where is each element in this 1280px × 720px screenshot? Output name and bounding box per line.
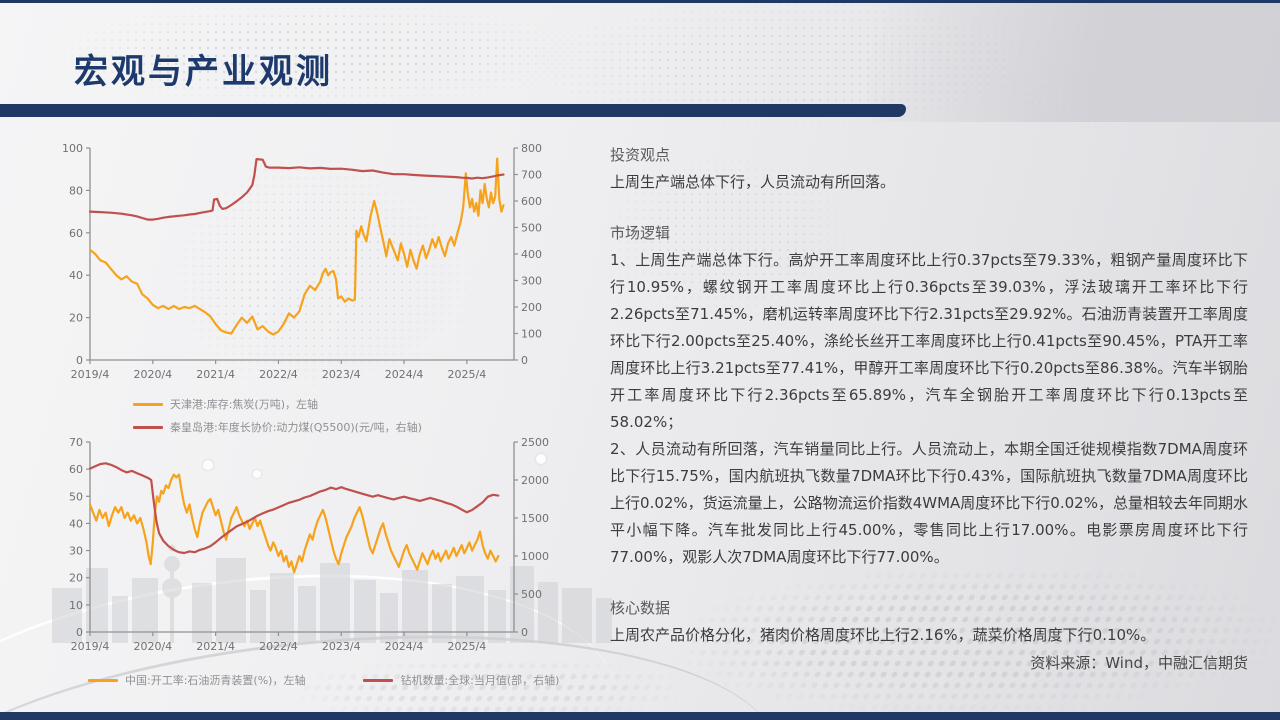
legend-line-swatch-red [133, 425, 163, 429]
top-accent-line [0, 0, 1280, 3]
svg-text:2023/4: 2023/4 [322, 368, 361, 381]
legend-line-swatch-orange [133, 402, 163, 406]
svg-text:2025/4: 2025/4 [448, 640, 487, 653]
bottom-accent-bar [0, 712, 1280, 720]
svg-text:60: 60 [69, 227, 83, 240]
svg-text:2021/4: 2021/4 [196, 368, 235, 381]
svg-text:50: 50 [69, 490, 83, 503]
title-divider-bar [0, 104, 906, 117]
svg-text:2021/4: 2021/4 [196, 640, 235, 653]
svg-text:100: 100 [62, 142, 83, 155]
chart-canvas: 0 10 20 30 40 50 60 70 0 500 1000 1500 2000 2500 2019/… [69, 436, 549, 653]
svg-text:20: 20 [69, 312, 83, 325]
svg-text:1000: 1000 [521, 550, 549, 563]
legend-label: 中国:开工率:石油沥青装置(%)，左轴 [125, 674, 306, 687]
legend-label: 钻机数量:全球:当月值(部，右轴) [400, 674, 560, 687]
svg-text:100: 100 [521, 328, 542, 341]
chart-canvas: 0 20 40 60 80 100 0 100 200 300 400 500 600 700 800 201… [62, 142, 542, 381]
svg-text:10: 10 [69, 599, 83, 612]
world-map-dots-pattern [940, 50, 1250, 130]
svg-text:2022/4: 2022/4 [259, 640, 298, 653]
svg-text:2022/4: 2022/4 [259, 368, 298, 381]
svg-text:200: 200 [521, 301, 542, 314]
core-data-text: 上周农产品价格分化，猪肉价格周度环比上行2.16%，蔬菜价格周度下行0.10%。 [610, 626, 1156, 644]
svg-text:2019/4: 2019/4 [71, 368, 110, 381]
svg-text:600: 600 [521, 195, 542, 208]
svg-text:2024/4: 2024/4 [385, 368, 424, 381]
chart-legend: 中国:开工率:石油沥青装置(%)，左轴 钻机数量:全球:当月值(部，右轴) [88, 672, 560, 688]
svg-text:300: 300 [521, 275, 542, 288]
svg-text:20: 20 [69, 572, 83, 585]
legend-line-swatch-red [363, 678, 394, 682]
legend-label: 天津港:库存:焦炭(万吨)，左轴 [170, 398, 318, 411]
legend-item: 钻机数量:全球:当月值(部，右轴) [363, 672, 559, 688]
svg-text:60: 60 [69, 463, 83, 476]
svg-text:700: 700 [521, 169, 542, 182]
svg-text:2500: 2500 [521, 436, 549, 449]
svg-text:80: 80 [69, 184, 83, 197]
legend-item: 中国:开工率:石油沥青装置(%)，左轴 [88, 672, 305, 688]
svg-text:0: 0 [521, 626, 528, 639]
data-source-note: 资料来源：Wind，中融汇信期货 [1030, 654, 1248, 672]
market-logic-paragraph-1: 1、上周生产端总体下行。高炉开工率周度环比上行0.37pcts至79.33%，粗… [610, 251, 1248, 431]
svg-text:70: 70 [69, 436, 83, 449]
svg-text:800: 800 [521, 142, 542, 155]
svg-text:0: 0 [76, 626, 83, 639]
legend-item: 天津港:库存:焦炭(万吨)，左轴 [133, 396, 560, 412]
svg-text:0: 0 [521, 354, 528, 367]
legend-line-swatch-orange [88, 678, 118, 682]
svg-text:2019/4: 2019/4 [71, 640, 110, 653]
market-logic-paragraph-2: 2、人员流动有所回落，汽车销量同比上行。人员流动上，本期全国迁徙规模指数7DMA… [610, 440, 1248, 566]
svg-text:2025/4: 2025/4 [448, 368, 487, 381]
analysis-panel: 投资观点 上周生产端总体下行，人员流动有所回落。 市场逻辑 1、上周生产端总体下… [610, 142, 1248, 677]
section-heading-market-logic: 市场逻辑 [610, 224, 671, 242]
svg-text:1500: 1500 [521, 512, 549, 525]
svg-text:500: 500 [521, 222, 542, 235]
gray-wedge-decoration [870, 0, 1280, 122]
svg-text:30: 30 [69, 545, 83, 558]
svg-text:500: 500 [521, 588, 542, 601]
svg-text:2024/4: 2024/4 [385, 640, 424, 653]
legend-item: 秦皇岛港:年度长协价:动力煤(Q5500)(元/吨，右轴) [133, 419, 560, 435]
chart-legend: 天津港:库存:焦炭(万吨)，左轴 秦皇岛港:年度长协价:动力煤(Q5500)(元… [133, 396, 560, 435]
svg-text:2000: 2000 [521, 474, 549, 487]
city-skyline-decoration [52, 544, 612, 643]
svg-text:2023/4: 2023/4 [322, 640, 361, 653]
chart-asphalt-rate-rig-count: 0 10 20 30 40 50 60 70 0 500 1000 1500 2000 2500 2019/… [38, 434, 560, 688]
page-title: 宏观与产业观测 [74, 52, 333, 92]
svg-text:40: 40 [69, 517, 83, 530]
legend-label: 秦皇岛港:年度长协价:动力煤(Q5500)(元/吨，右轴) [170, 421, 422, 434]
svg-text:2020/4: 2020/4 [133, 640, 172, 653]
svg-text:2020/4: 2020/4 [133, 368, 172, 381]
chart-coke-inventory-coal-price: 0 20 40 60 80 100 0 100 200 300 400 500 600 700 800 201… [38, 138, 560, 435]
section-heading-core-data: 核心数据 [610, 599, 671, 617]
svg-text:400: 400 [521, 248, 542, 261]
section-heading-investment-view: 投资观点 [610, 146, 671, 164]
svg-text:0: 0 [76, 354, 83, 367]
svg-text:40: 40 [69, 269, 83, 282]
investment-view-text: 上周生产端总体下行，人员流动有所回落。 [610, 173, 896, 191]
